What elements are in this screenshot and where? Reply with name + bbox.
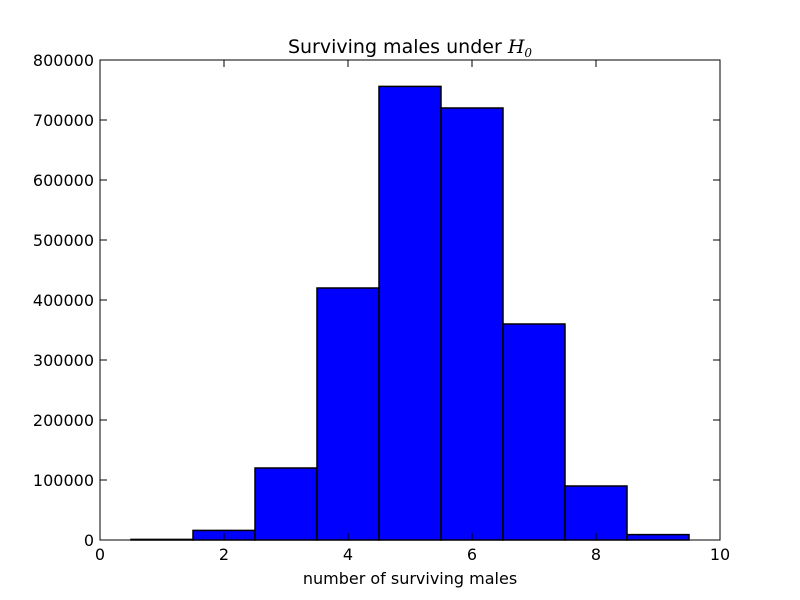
x-tick-label-2: 4 bbox=[343, 545, 353, 564]
histogram-bar-5 bbox=[440, 107, 504, 541]
chart-title-math-subscript: 0 bbox=[524, 46, 532, 60]
chart-title-math: H bbox=[507, 36, 525, 58]
x-axis-label: number of surviving males bbox=[303, 569, 517, 588]
plot-frame bbox=[99, 59, 721, 541]
y-tick-labels: 0 100000 200000 300000 400000 500000 600000 700… bbox=[33, 51, 94, 550]
chart-title: Surviving males under H0 bbox=[288, 36, 532, 60]
x-tick-label-1: 2 bbox=[219, 545, 229, 564]
x-tick-label-4: 8 bbox=[591, 545, 601, 564]
histogram-bar-8 bbox=[626, 533, 690, 541]
y-tick-label-7: 700000 bbox=[33, 111, 94, 130]
y-tick-label-3: 300000 bbox=[33, 351, 94, 370]
y-tick-label-5: 500000 bbox=[33, 231, 94, 250]
chart-title-text: Surviving males under bbox=[288, 36, 502, 58]
y-tick-label-6: 600000 bbox=[33, 171, 94, 190]
x-tick-label-5: 10 bbox=[710, 545, 730, 564]
y-tick-label-2: 200000 bbox=[33, 411, 94, 430]
histogram-bar-3 bbox=[316, 287, 380, 541]
y-tick-label-8: 800000 bbox=[33, 51, 94, 70]
histogram-bar-4 bbox=[378, 85, 442, 541]
histogram-bar-2 bbox=[254, 467, 318, 541]
histogram-bars bbox=[130, 85, 690, 541]
y-tick-label-4: 400000 bbox=[33, 291, 94, 310]
y-tick-label-1: 100000 bbox=[33, 471, 94, 490]
x-tick-labels: 0 2 4 6 8 10 bbox=[95, 545, 730, 564]
histogram-bar-6 bbox=[502, 323, 566, 541]
y-tick-label-0: 0 bbox=[84, 531, 94, 550]
x-tick-label-3: 6 bbox=[467, 545, 477, 564]
x-tick-label-0: 0 bbox=[95, 545, 105, 564]
histogram-bar-7 bbox=[564, 485, 628, 541]
